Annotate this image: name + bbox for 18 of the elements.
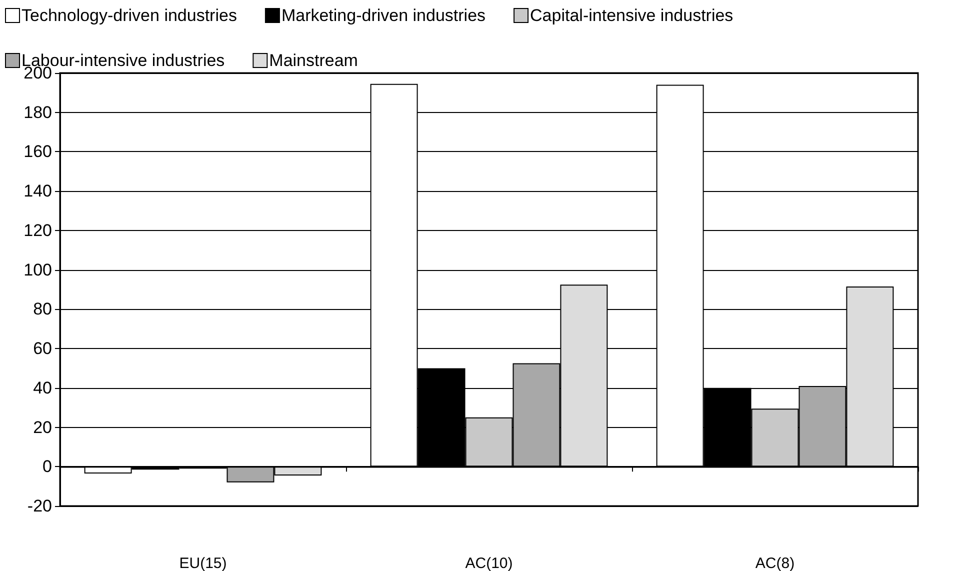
y-tick-label: 80 — [33, 300, 52, 319]
x-tick-label: AC(10) — [465, 555, 513, 571]
y-tick-label: 140 — [24, 182, 52, 201]
y-tick-label: 160 — [24, 142, 52, 162]
legend-label: Mainstream — [269, 51, 358, 70]
x-tick-label: EU(15) — [179, 555, 227, 571]
y-tick-label: 20 — [33, 418, 52, 437]
y-tick-label: 180 — [24, 102, 52, 122]
y-tick-label: 0 — [42, 457, 52, 476]
legend-label: Technology-driven industries — [22, 6, 237, 25]
legend-label: Marketing-driven industries — [281, 6, 486, 25]
y-tick-label: 100 — [24, 260, 52, 280]
x-tick-label: AC(8) — [755, 555, 795, 571]
y-tick-label: -20 — [27, 496, 52, 516]
y-tick-label: 60 — [33, 339, 52, 358]
y-tick-label: 40 — [33, 378, 52, 398]
y-tick-label: 120 — [24, 220, 52, 240]
legend-label: Capital-intensive industries — [530, 6, 734, 25]
